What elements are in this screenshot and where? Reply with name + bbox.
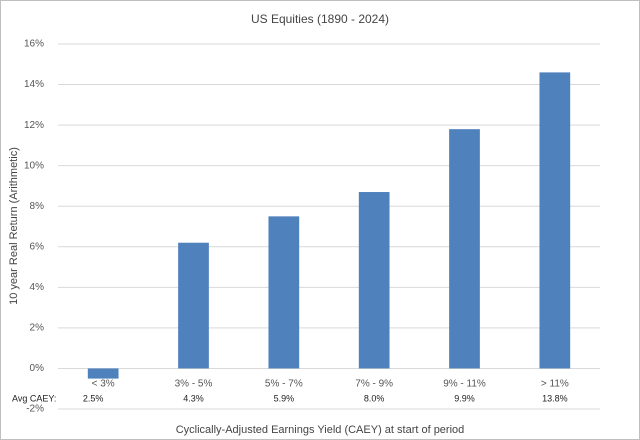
y-tick-label: 14%	[24, 79, 44, 90]
y-tick-label: 10%	[24, 160, 44, 171]
avg-caey-value: 5.9%	[274, 393, 295, 403]
x-tick-label: 3% - 5%	[175, 379, 213, 390]
x-tick-label: 5% - 7%	[265, 379, 303, 390]
x-tick-label: > 11%	[541, 379, 569, 390]
bar	[268, 216, 300, 369]
bar	[358, 192, 390, 369]
y-tick-label: 16%	[24, 39, 44, 50]
avg-caey-value: 4.3%	[183, 393, 204, 403]
chart-title: US Equities (1890 - 2024)	[251, 12, 389, 26]
bar	[539, 72, 571, 369]
y-tick-label: 8%	[30, 201, 45, 212]
avg-caey-value: 8.0%	[364, 393, 385, 403]
y-axis-label: 10 year Real Return (Arithmetic)	[8, 147, 20, 305]
x-axis-label: Cyclically-Adjusted Earnings Yield (CAEY…	[176, 424, 465, 436]
x-tick-label: < 3%	[92, 379, 115, 390]
avg-caey-value: 2.5%	[83, 393, 104, 403]
y-tick-label: 12%	[24, 120, 44, 131]
bar	[449, 129, 480, 369]
avg-caey-label: Avg CAEY:	[12, 393, 56, 403]
x-tick-label: 9% - 11%	[443, 379, 486, 390]
avg-caey-value: 13.8%	[542, 393, 568, 403]
y-tick-label: 4%	[30, 282, 45, 293]
y-tick-label: 6%	[30, 241, 45, 252]
y-tick-label: -2%	[26, 404, 44, 415]
y-tick-label: 2%	[30, 323, 45, 334]
y-tick-label: 0%	[30, 363, 45, 374]
bar	[87, 368, 119, 379]
x-tick-label: 7% - 9%	[355, 379, 393, 390]
bar	[178, 242, 209, 369]
avg-caey-value: 9.9%	[454, 393, 475, 403]
